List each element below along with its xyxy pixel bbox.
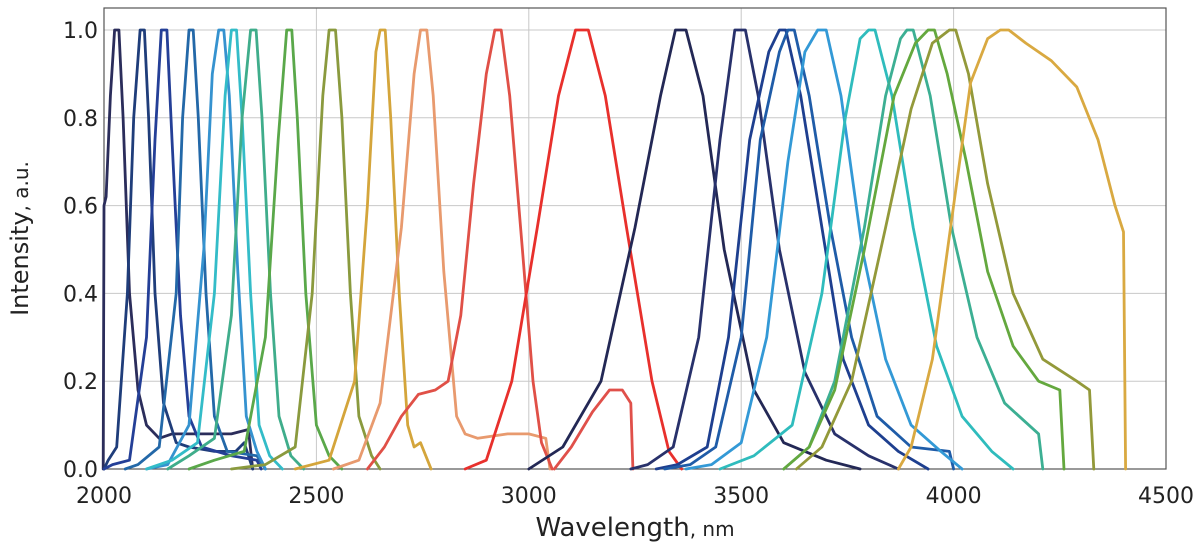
series-line-16 <box>629 28 900 471</box>
series-line-3 <box>102 28 263 471</box>
y-tick-label: 0.0 <box>63 458 98 483</box>
series-line-8 <box>187 28 344 471</box>
y-axis-label: Intensity <box>6 211 34 315</box>
series-line-20 <box>718 28 1015 471</box>
series-line-10 <box>293 28 433 471</box>
y-tick-label: 1.0 <box>63 19 98 44</box>
x-tick-label: 2000 <box>76 484 132 509</box>
series-line-6 <box>145 28 284 471</box>
series-line-17 <box>654 28 930 471</box>
y-axis-title: Intensity, a.u. <box>6 161 34 316</box>
series-line-4 <box>123 28 267 471</box>
series-line-18 <box>663 28 955 471</box>
x-tick-label: 4000 <box>926 484 982 509</box>
series-line-24 <box>897 28 1127 471</box>
series-line-11 <box>332 28 552 471</box>
series-group <box>101 28 1127 471</box>
x-tick-label: 2500 <box>288 484 344 509</box>
series-line-21 <box>782 28 1045 471</box>
x-axis-label: Wavelength <box>535 513 689 543</box>
y-tick-label: 0.4 <box>63 282 98 307</box>
series-line-23 <box>795 28 1096 471</box>
x-axis-unit: , nm <box>690 517 735 541</box>
series-line-7 <box>166 28 306 471</box>
y-tick-label: 0.6 <box>63 195 98 220</box>
series-line-19 <box>684 28 964 471</box>
y-tick-labels: 0.0 0.2 0.4 0.6 0.8 1.0 <box>63 19 98 483</box>
series-line-14 <box>552 388 635 471</box>
grid <box>104 8 1166 469</box>
series-line-22 <box>782 28 1066 471</box>
series-line-5 <box>145 28 267 471</box>
y-tick-label: 0.8 <box>63 107 98 132</box>
plot-frame <box>103 7 1167 470</box>
series-line-9 <box>230 28 382 471</box>
y-axis-unit: , a.u. <box>9 161 33 211</box>
y-tick-label: 0.2 <box>63 370 98 395</box>
x-tick-labels: 2000 2500 3000 3500 4000 4500 <box>76 484 1194 509</box>
x-axis-title: Wavelength, nm <box>535 513 734 543</box>
x-tick-label: 3500 <box>713 484 769 509</box>
series-line-15 <box>527 28 862 471</box>
x-tick-label: 4500 <box>1138 484 1194 509</box>
series-line-12 <box>366 28 554 471</box>
x-tick-label: 3000 <box>501 484 557 509</box>
series-line-13 <box>463 28 684 471</box>
